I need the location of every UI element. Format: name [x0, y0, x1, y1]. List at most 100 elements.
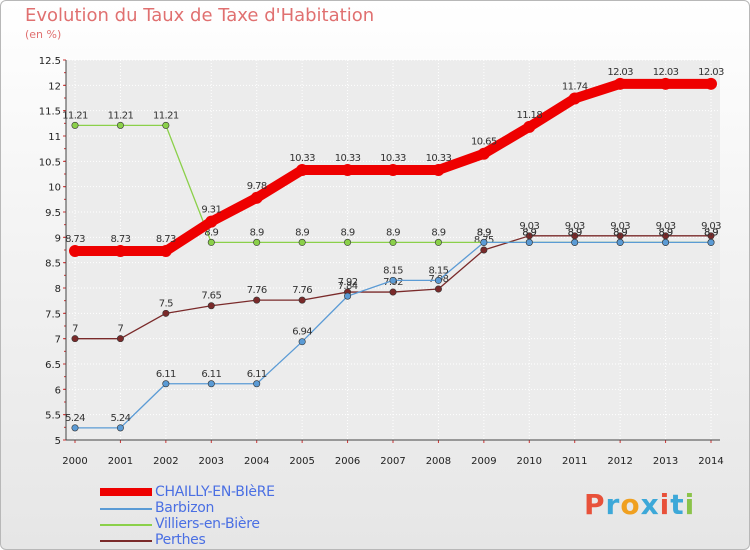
data-point [662, 238, 670, 246]
legend-label: Villiers-en-Bière [155, 516, 260, 532]
data-label: 11.21 [153, 110, 179, 121]
x-tick-label: 2013 [653, 456, 678, 467]
x-tick-label: 2002 [153, 456, 178, 467]
data-point [432, 163, 445, 176]
data-point [341, 163, 354, 176]
data-label: 11.21 [62, 110, 88, 121]
data-point [207, 380, 215, 388]
data-point [207, 238, 215, 246]
data-point [159, 245, 172, 258]
data-label: 6.11 [201, 369, 221, 380]
legend-swatch [100, 508, 152, 510]
x-tick-label: 2001 [108, 456, 133, 467]
legend-swatch [100, 524, 152, 526]
data-label: 12.03 [607, 67, 633, 78]
data-point [344, 292, 352, 300]
x-tick-label: 2014 [698, 456, 723, 467]
x-tick-label: 2009 [471, 456, 496, 467]
data-point [116, 335, 124, 343]
data-point [434, 276, 442, 284]
data-label: 10.33 [335, 153, 361, 164]
y-tick-label: 11 [48, 132, 61, 143]
data-label: 8.9 [386, 227, 400, 238]
proxiti-logo: Proxiti [584, 488, 695, 521]
data-point [523, 120, 536, 133]
x-tick-label: 2010 [517, 456, 542, 467]
data-label: 8.9 [522, 227, 536, 238]
y-tick-label: 5 [55, 436, 61, 447]
y-tick-label: 8.5 [45, 259, 61, 270]
data-label: 8.9 [295, 227, 309, 238]
data-label: 8.9 [568, 227, 582, 238]
data-label: 8.9 [613, 227, 627, 238]
data-label: 8.9 [568, 227, 582, 238]
data-point [387, 163, 399, 176]
data-point [71, 424, 79, 432]
data-label: 9.31 [201, 205, 221, 216]
x-tick-label: 2000 [62, 456, 87, 467]
data-label: 10.33 [289, 153, 315, 164]
data-label: 7.92 [338, 277, 358, 288]
series-barbizon: 5.24 5.24 6.11 6.11 6.11 6.94 7.84 8.15 8.15 8.9 8… [65, 227, 719, 432]
x-tick-label: 2008 [426, 456, 451, 467]
series-chailly-en-bi-re: 8.73 8.73 8.73 9.31 9.78 10.33 10.33 10.33 10.33… [65, 67, 725, 258]
data-point [71, 121, 79, 129]
y-tick-label: 12 [48, 81, 61, 92]
data-label: 8.9 [613, 227, 627, 238]
data-point [162, 121, 170, 129]
data-point [298, 338, 306, 346]
data-label: 8.73 [65, 234, 85, 245]
data-point [296, 163, 309, 176]
data-point [614, 77, 627, 90]
data-label: 9.03 [610, 221, 630, 232]
logo-letter: t [670, 488, 685, 521]
logo-letter: P [584, 488, 606, 521]
x-tick-label: 2006 [335, 456, 360, 467]
y-tick-label: 11.5 [39, 107, 61, 118]
data-label: 9.03 [565, 221, 585, 232]
data-point [707, 238, 715, 246]
data-point [298, 238, 306, 246]
data-point [116, 121, 124, 129]
logo-letter: i [684, 488, 696, 521]
legend-label: Perthes [155, 532, 206, 548]
data-point [253, 380, 261, 388]
data-label: 12.03 [653, 67, 679, 78]
y-tick-label: 6 [55, 385, 61, 396]
data-point [616, 238, 624, 246]
data-label: 8.9 [704, 227, 718, 238]
data-point [253, 296, 261, 304]
data-point [344, 238, 352, 246]
y-tick-label: 7.5 [45, 309, 61, 320]
data-point [205, 215, 218, 228]
data-label: 7.65 [201, 291, 221, 302]
data-label: 6.11 [247, 369, 267, 380]
data-label: 8.9 [204, 227, 218, 238]
data-point [480, 246, 488, 254]
data-point [253, 238, 261, 246]
y-tick-label: 9 [55, 233, 61, 244]
data-point [250, 191, 263, 204]
data-label: 8.9 [341, 227, 355, 238]
data-point [389, 276, 397, 284]
data-label: 11.21 [108, 110, 134, 121]
legend-label: CHAILLY-EN-BIèRE [155, 484, 275, 500]
y-tick-label: 10 [48, 183, 61, 194]
data-label: 12.03 [698, 67, 724, 78]
data-point [477, 147, 490, 160]
y-tick-label: 12.5 [39, 56, 61, 67]
x-tick-label: 2007 [380, 456, 405, 467]
data-label: 9.03 [701, 221, 721, 232]
x-tick-label: 2003 [199, 456, 224, 467]
data-label: 5.24 [65, 413, 85, 424]
data-label: 5.24 [110, 413, 130, 424]
logo-letter: o [620, 488, 641, 521]
logo-letter: r [605, 488, 621, 521]
y-tick-label: 10.5 [39, 157, 61, 168]
data-label: 7.5 [159, 298, 173, 309]
data-label: 8.9 [704, 227, 718, 238]
data-label: 8.9 [477, 227, 491, 238]
y-tick-label: 7 [55, 335, 61, 346]
y-tick-label: 6.5 [45, 360, 61, 371]
chart-title: Evolution du Taux de Taxe d'Habitation [25, 5, 375, 26]
